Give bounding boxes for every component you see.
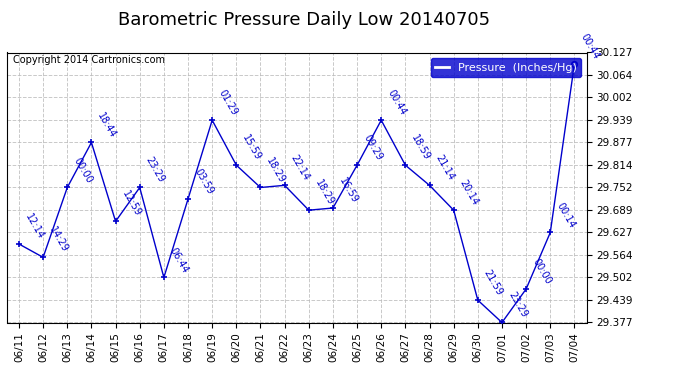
Text: 03:59: 03:59: [193, 167, 215, 196]
Text: 18:44: 18:44: [96, 111, 118, 140]
Text: 18:29: 18:29: [313, 178, 335, 207]
Text: 15:59: 15:59: [241, 133, 263, 162]
Text: Copyright 2014 Cartronics.com: Copyright 2014 Cartronics.com: [12, 55, 165, 65]
Text: 12:14: 12:14: [23, 212, 46, 241]
Text: 06:44: 06:44: [168, 246, 190, 275]
Text: 23:29: 23:29: [144, 156, 166, 185]
Text: 16:59: 16:59: [337, 176, 359, 205]
Text: 14:29: 14:29: [48, 225, 70, 255]
Text: 00:00: 00:00: [72, 156, 94, 185]
Text: 21:14: 21:14: [434, 153, 456, 183]
Text: 21:59: 21:59: [482, 268, 504, 297]
Text: 00:14: 00:14: [555, 201, 577, 230]
Text: 00:44: 00:44: [386, 88, 408, 117]
Text: Barometric Pressure Daily Low 20140705: Barometric Pressure Daily Low 20140705: [117, 11, 490, 29]
Text: 00:44: 00:44: [579, 32, 601, 61]
Text: 01:29: 01:29: [217, 88, 239, 117]
Text: 09:29: 09:29: [362, 133, 384, 162]
Text: 00:00: 00:00: [531, 257, 553, 286]
Text: 18:29: 18:29: [265, 156, 287, 185]
Text: 22:14: 22:14: [289, 153, 311, 183]
Legend: Pressure  (Inches/Hg): Pressure (Inches/Hg): [431, 58, 581, 77]
Text: 20:14: 20:14: [458, 178, 480, 207]
Text: 18:59: 18:59: [410, 133, 432, 162]
Text: 23:29: 23:29: [506, 291, 529, 320]
Text: 12:59: 12:59: [120, 189, 142, 219]
